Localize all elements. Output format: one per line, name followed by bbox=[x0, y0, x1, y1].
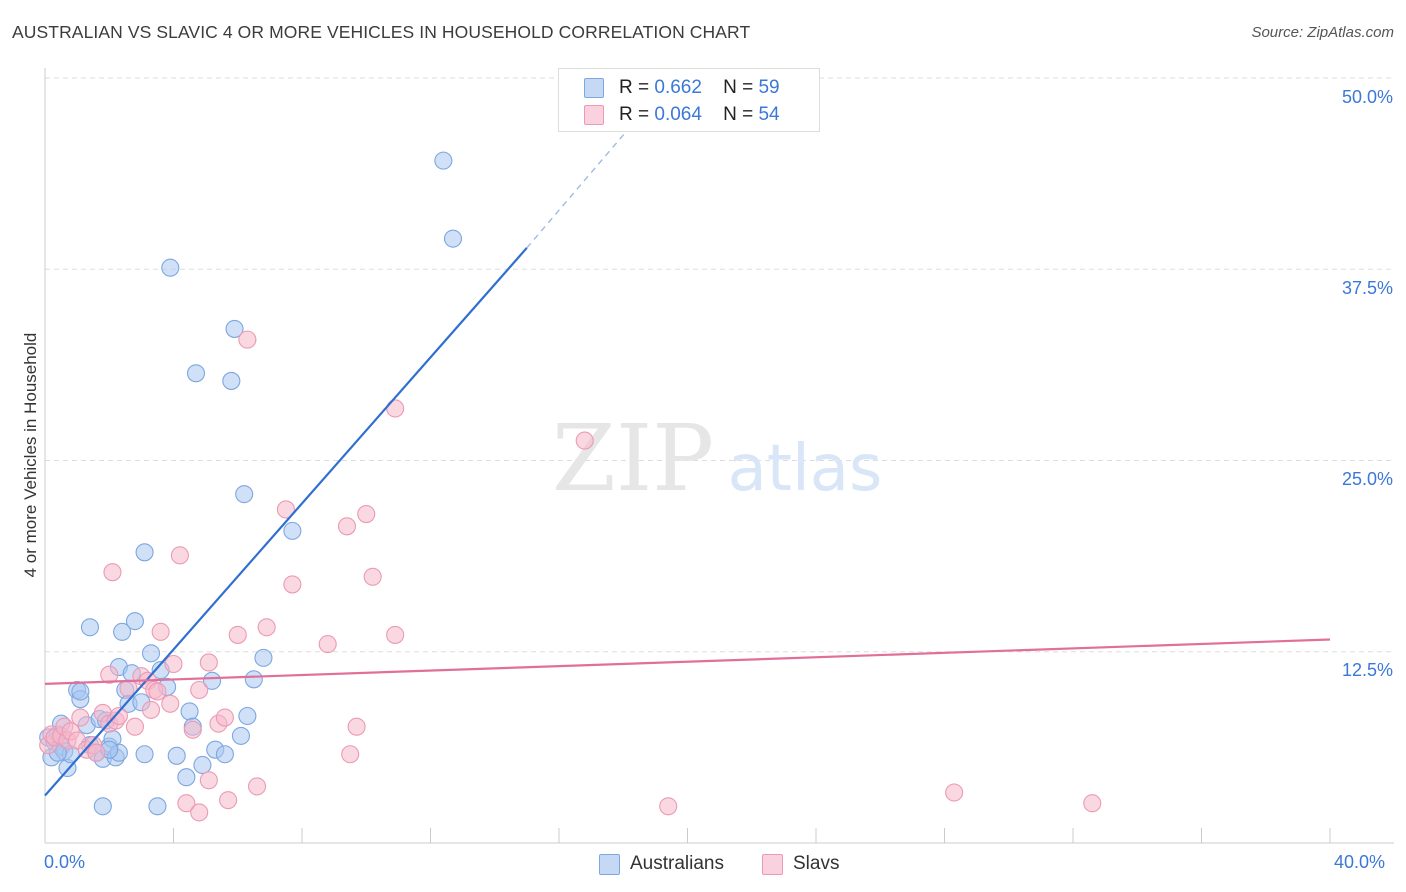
slavs-point bbox=[215, 708, 234, 727]
australians-point bbox=[180, 702, 199, 721]
slavs-point bbox=[945, 783, 964, 802]
australians-point bbox=[125, 612, 144, 631]
australians-point bbox=[283, 521, 302, 540]
slavs-point bbox=[347, 717, 366, 736]
slavs-n-value: 54 bbox=[758, 104, 780, 125]
slavs-r-value: 0.064 bbox=[654, 104, 702, 125]
slavs-point bbox=[386, 625, 405, 644]
legend-n-label: N = bbox=[723, 104, 754, 125]
y-tick-25: 25.0% bbox=[1341, 469, 1393, 489]
source-label: Source: ZipAtlas.com bbox=[1251, 24, 1394, 41]
australians-point bbox=[161, 258, 180, 277]
slavs-point bbox=[177, 794, 196, 813]
australians-point bbox=[135, 745, 154, 764]
y-tick-37-5: 37.5% bbox=[1341, 278, 1393, 298]
australians-point bbox=[235, 485, 254, 504]
australians-point bbox=[222, 371, 241, 390]
slavs-point bbox=[170, 546, 189, 565]
slavs-point bbox=[363, 567, 382, 586]
australians-trend-extension bbox=[526, 115, 640, 249]
slavs-point bbox=[386, 399, 405, 418]
slavs-point bbox=[199, 771, 218, 790]
australians-trend-line bbox=[44, 247, 528, 797]
slavs-point bbox=[71, 708, 90, 727]
legend-r-label: R = bbox=[619, 77, 650, 98]
slavs-point bbox=[87, 743, 106, 762]
slavs-point bbox=[283, 575, 302, 594]
australians-point bbox=[186, 364, 206, 383]
chart-title: AUSTRALIAN VS SLAVIC 4 OR MORE VEHICLES … bbox=[12, 22, 751, 42]
australians-swatch bbox=[584, 78, 604, 98]
watermark-atlas: atlas bbox=[728, 432, 883, 506]
australians-point bbox=[434, 151, 453, 170]
slavs-point bbox=[341, 745, 360, 764]
australians-n-value: 59 bbox=[758, 77, 780, 98]
slavs-point bbox=[148, 682, 167, 701]
australians-point bbox=[238, 706, 257, 726]
legend-n-label: N = bbox=[723, 77, 754, 98]
australians-point bbox=[71, 682, 90, 701]
australians-point bbox=[225, 319, 244, 338]
australians-point bbox=[193, 755, 212, 775]
slavs-point bbox=[575, 431, 594, 450]
australians-point bbox=[93, 797, 112, 816]
slavs-point bbox=[125, 717, 144, 736]
slavs-trend-line bbox=[44, 638, 1331, 685]
australians-point bbox=[141, 644, 161, 663]
australians-point bbox=[254, 648, 273, 667]
slavs-swatch bbox=[584, 105, 604, 125]
stats-legend: R = 0.662 N = 59 R = 0.064 N = 54 bbox=[558, 68, 820, 132]
slavs-point bbox=[161, 694, 180, 713]
slavs-point bbox=[100, 665, 119, 684]
australians-point bbox=[148, 797, 167, 816]
australians-point bbox=[113, 622, 132, 641]
slavs-point bbox=[103, 563, 122, 582]
slavs-point bbox=[109, 706, 128, 726]
australians-point bbox=[215, 745, 234, 764]
australians-point bbox=[177, 768, 196, 787]
slavs-point bbox=[141, 700, 161, 719]
y-axis-label: 4 or more Vehicles in Household bbox=[21, 332, 40, 578]
legend-r-label: R = bbox=[619, 104, 650, 125]
x-tick-max: 40.0% bbox=[1334, 852, 1386, 872]
slavs-point bbox=[659, 797, 678, 816]
australians-point bbox=[203, 671, 222, 690]
australians-point bbox=[167, 746, 186, 765]
australians-point bbox=[80, 618, 100, 637]
slavs-point bbox=[337, 517, 357, 536]
australians-point bbox=[443, 229, 463, 248]
slavs-point bbox=[1083, 794, 1102, 813]
australians-point bbox=[135, 543, 154, 562]
slavs-point bbox=[151, 622, 170, 641]
slavs-point bbox=[199, 653, 218, 672]
slavs-swatch bbox=[762, 854, 783, 875]
slavs-point bbox=[318, 635, 337, 654]
axes bbox=[44, 68, 1394, 844]
slavs-point bbox=[238, 330, 257, 349]
australians-point bbox=[231, 726, 251, 745]
slavs-point bbox=[164, 654, 183, 674]
australians-point bbox=[244, 670, 263, 689]
y-tick-12-5: 12.5% bbox=[1341, 660, 1393, 680]
slavs-point bbox=[190, 803, 209, 822]
y-tick-50: 50.0% bbox=[1341, 87, 1393, 107]
australians-label: Australians bbox=[630, 853, 724, 874]
australians-swatch bbox=[599, 854, 620, 875]
slavs-point bbox=[247, 777, 267, 796]
slavs-point bbox=[276, 500, 295, 519]
slavs-point bbox=[228, 625, 247, 644]
trend-lines bbox=[44, 115, 1331, 797]
watermark: ZIP atlas bbox=[552, 405, 882, 512]
slavs-point bbox=[357, 504, 376, 524]
australians-r-value: 0.662 bbox=[654, 77, 702, 98]
x-tick-min: 0.0% bbox=[44, 852, 86, 872]
slavs-point bbox=[219, 791, 238, 810]
slavs-label: Slavs bbox=[793, 853, 840, 874]
watermark-zip: ZIP bbox=[552, 405, 714, 512]
slavs-point bbox=[257, 618, 276, 637]
slavs-point bbox=[190, 680, 209, 700]
slavs-point bbox=[183, 720, 202, 739]
